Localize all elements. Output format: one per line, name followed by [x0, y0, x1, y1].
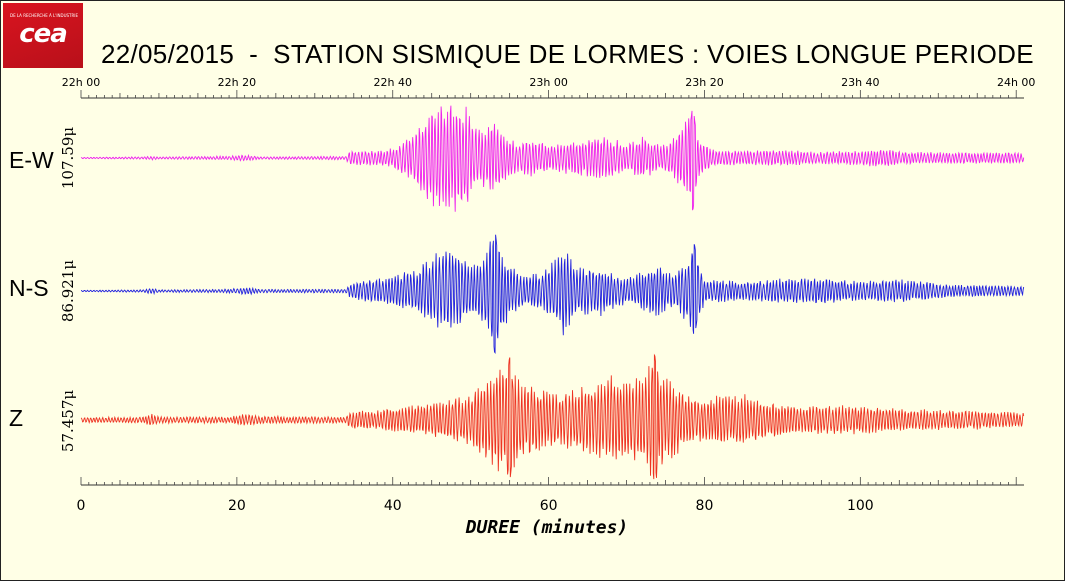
- channel-name: E-W: [9, 147, 54, 173]
- top-axis-tick-label: 23h 00: [529, 76, 567, 89]
- x-tick-label: 20: [228, 498, 246, 514]
- x-axis-label: DUREE (minutes): [465, 517, 629, 538]
- trace-z: [80, 353, 1025, 480]
- top-axis-tick-label: 24h 00: [997, 76, 1035, 89]
- x-tick-label: 100: [847, 498, 874, 514]
- top-axis-tick-label: 22h 20: [218, 76, 256, 89]
- cea-logo: DE LA RECHERCHE À L'INDUSTRIE cea: [3, 3, 83, 68]
- logo-tagline: DE LA RECHERCHE À L'INDUSTRIE: [9, 13, 78, 18]
- channel-scale-label: 107.59μ: [59, 127, 77, 189]
- page-title: 22/05/2015 - STATION SISMIQUE DE LORMES …: [101, 39, 1034, 69]
- channel-name: N-S: [9, 275, 49, 301]
- top-axis-tick-label: 23h 40: [841, 76, 879, 89]
- logo-text: cea: [19, 19, 68, 49]
- top-axis-tick-label: 22h 00: [62, 76, 100, 89]
- channel-scale-label: 86.921μ: [59, 260, 77, 322]
- x-tick-label: 0: [77, 498, 86, 514]
- trace-n-s: [81, 234, 1025, 355]
- x-tick-label: 60: [540, 498, 558, 514]
- x-tick-label: 80: [696, 498, 714, 514]
- top-axis-tick-label: 22h 40: [374, 76, 412, 89]
- channel-name: Z: [9, 405, 23, 431]
- x-tick-label: 40: [384, 498, 402, 514]
- channel-scale-label: 57.457μ: [59, 390, 77, 452]
- top-axis-tick-label: 23h 20: [685, 76, 723, 89]
- trace-e-w: [80, 105, 1025, 212]
